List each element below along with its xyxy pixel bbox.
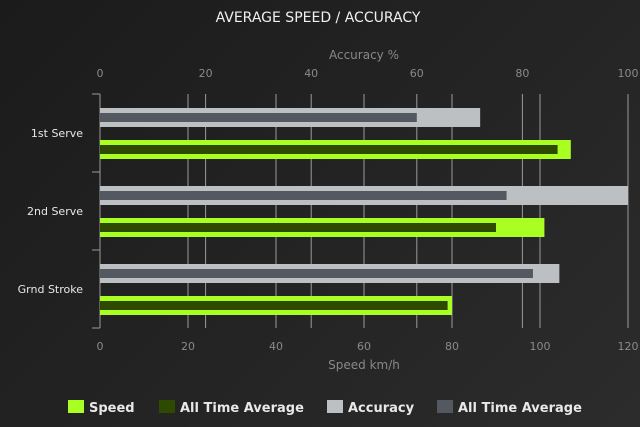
top-axis-tick-label: 100 <box>618 67 639 80</box>
legend-label: All Time Average <box>180 401 304 416</box>
accuracy-average-bar <box>100 269 533 278</box>
bottom-axis-tick-label: 80 <box>445 340 459 353</box>
top-axis-tick-label: 60 <box>410 67 424 80</box>
bottom-axis-tick-label: 120 <box>618 340 639 353</box>
accuracy-average-bar <box>100 191 507 200</box>
bottom-axis-tick-label: 60 <box>357 340 371 353</box>
legend-label: Accuracy <box>348 401 415 416</box>
bottom-axis-tick-label: 20 <box>181 340 195 353</box>
top-axis-title: Accuracy % <box>329 48 399 62</box>
legend-label: All Time Average <box>458 401 582 416</box>
legend-swatch <box>68 400 84 413</box>
speed-average-bar <box>100 145 558 154</box>
legend-label: Speed <box>89 401 135 416</box>
speed-average-bar <box>100 223 496 232</box>
bottom-axis-title: Speed km/h <box>328 358 400 372</box>
speed-average-bar <box>100 301 448 310</box>
bottom-axis-tick-label: 0 <box>97 340 104 353</box>
chart-title: AVERAGE SPEED / ACCURACY <box>216 10 421 26</box>
bottom-axis-tick-label: 100 <box>530 340 551 353</box>
top-axis-tick-label: 20 <box>199 67 213 80</box>
category-label: Grnd Stroke <box>18 283 84 296</box>
legend-swatch <box>159 400 175 413</box>
legend-swatch <box>327 400 343 413</box>
accuracy-average-bar <box>100 113 417 122</box>
bottom-axis-tick-label: 40 <box>269 340 283 353</box>
top-axis-tick-label: 40 <box>304 67 318 80</box>
legend: Speed All Time Average Accuracy All Time Av… <box>68 400 582 416</box>
category-label: 1st Serve <box>31 127 83 140</box>
category-label: 2nd Serve <box>27 205 83 218</box>
top-axis-tick-label: 0 <box>97 67 104 80</box>
legend-swatch <box>437 400 453 413</box>
top-axis-tick-label: 80 <box>515 67 529 80</box>
